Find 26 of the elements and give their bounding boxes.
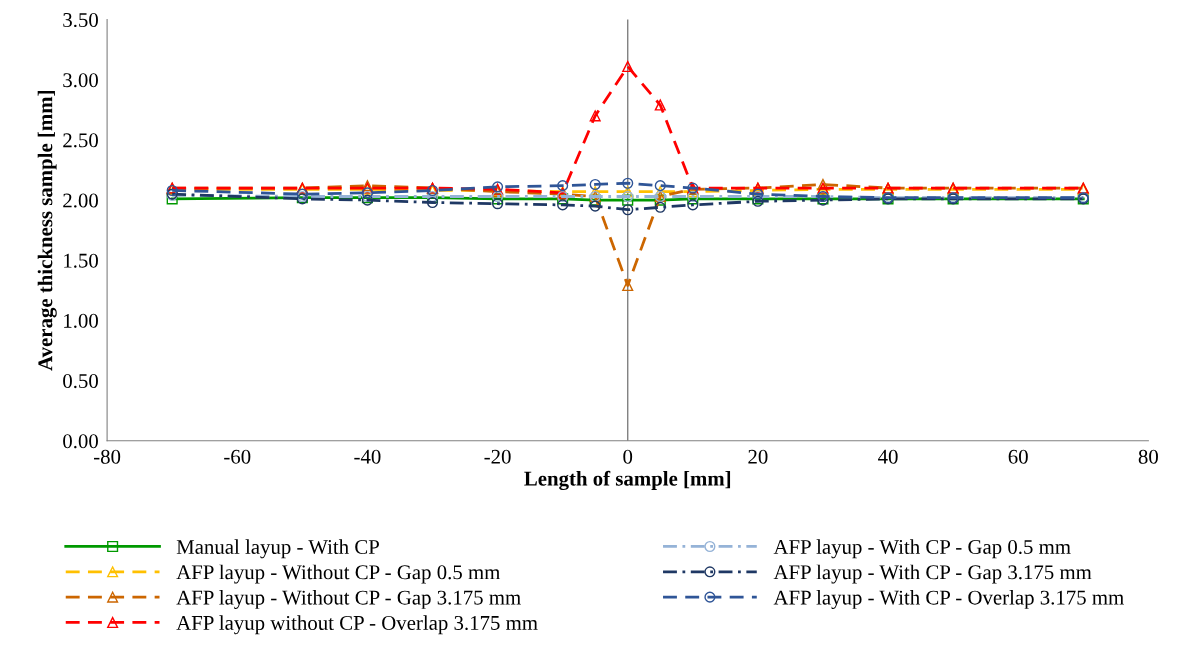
x-tick-label: 20 [748,449,768,464]
x-tick-label: -40 [354,449,381,464]
y-tick-label: 1.00 [64,313,98,328]
x-tick-label: 40 [878,449,898,464]
x-tick-label: 0 [623,449,633,464]
y-tick-label: 0.00 [63,434,98,449]
legend-label: AFP layup - With CP - Overlap 3.175 mm [773,589,1124,609]
y-tick-label: 1.50 [64,253,98,268]
x-tick-label: -80 [93,449,121,464]
x-tick-label: -60 [224,449,251,464]
y-tick-label: 3.50 [63,12,98,28]
legend-label: AFP layup - With CP - Gap 0.5 mm [773,539,1071,559]
x-tick-label: 60 [1008,449,1028,464]
x-tick-label: 80 [1138,449,1158,464]
legend-label: AFP layup - Without CP - Gap 0.5 mm [176,564,501,584]
y-axis-title: Average thickness sample [mm] [37,91,57,371]
y-tick-label: 2.50 [63,133,98,148]
y-tick-label: 2.00 [63,193,98,208]
y-tick-label: 0.50 [63,373,98,389]
legend-label: Manual layup - With CP [176,539,379,559]
x-tick-label: -20 [484,449,511,464]
y-tick-label: 3.00 [63,73,98,88]
legend-label: AFP layup - Without CP - Gap 3.175 mm [176,589,521,609]
legend-label: AFP layup without CP - Overlap 3.175 mm [176,615,538,635]
legend-label: AFP layup - With CP - Gap 3.175 mm [773,564,1092,584]
x-axis-title: Length of sample [mm] [524,470,731,491]
